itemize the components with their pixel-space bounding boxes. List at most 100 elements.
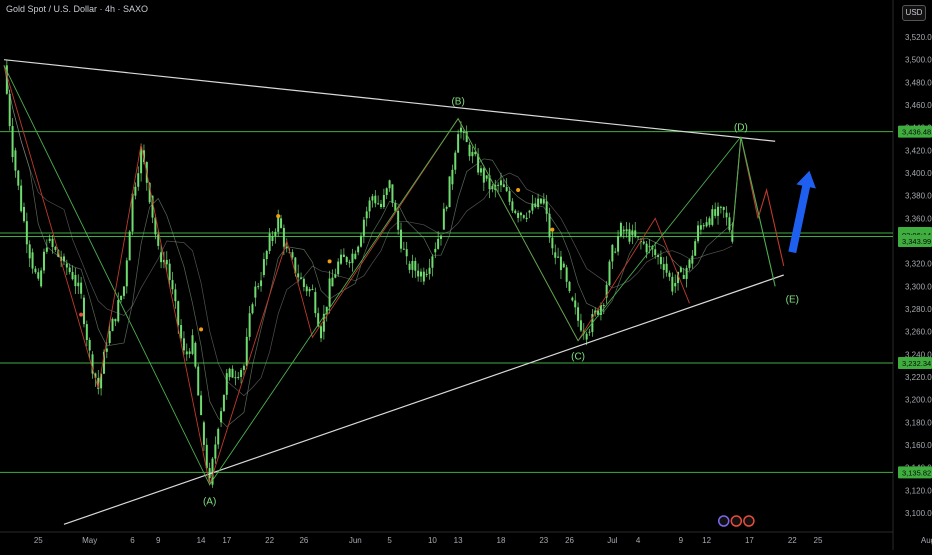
wave-label-0: (A): [203, 496, 216, 507]
candle-body: [374, 195, 377, 204]
candle-body: [305, 286, 308, 292]
candle-body: [302, 278, 305, 287]
candle-body: [17, 170, 20, 186]
candle-body: [482, 168, 485, 183]
event-icon-2: [743, 515, 755, 527]
candle-body: [485, 175, 488, 179]
candle-body: [342, 254, 345, 258]
currency-badge[interactable]: USD: [902, 5, 926, 21]
candle-body: [417, 270, 420, 277]
trendline-lower: [63, 274, 784, 525]
wave-line-red: [3, 65, 690, 487]
candle-body: [262, 259, 265, 275]
candle-body: [320, 326, 323, 339]
y-tick-label: 3,160.00: [905, 441, 932, 450]
price-tag-0: 3,436.48: [902, 128, 931, 137]
candle-body: [631, 230, 634, 236]
candle-body: [497, 184, 500, 186]
candle-body: [240, 370, 243, 377]
candle-body: [414, 261, 417, 271]
candle-body: [208, 468, 211, 479]
x-tick-label: Aug: [921, 536, 932, 545]
candle-body: [599, 304, 602, 315]
candle-body: [657, 255, 660, 257]
candle-body: [197, 366, 200, 396]
candle-body: [594, 310, 597, 314]
candle-body: [731, 230, 734, 242]
candle-body: [97, 377, 100, 390]
candle-body: [699, 225, 702, 230]
candle-body: [522, 215, 525, 218]
candle-body: [617, 235, 620, 252]
candle-body: [565, 267, 568, 282]
candle-body: [659, 256, 662, 265]
candle-body: [677, 271, 680, 284]
candle-body: [300, 277, 303, 279]
candle-body: [177, 301, 180, 326]
wave-line-green: [3, 65, 742, 486]
signal-dot-red: [79, 312, 84, 317]
y-tick-label: 3,500.00: [905, 56, 932, 65]
symbol-title: Gold Spot / U.S. Dollar · 4h · SAXO: [6, 4, 149, 14]
candle-body: [331, 277, 334, 287]
moving-average-fast: [3, 65, 733, 428]
candle-body: [711, 209, 714, 225]
candle-body: [265, 250, 268, 260]
candle-body: [557, 256, 560, 258]
candle-body: [154, 217, 157, 235]
candle-body: [237, 376, 240, 378]
candle-body: [457, 134, 460, 153]
signal-dot-0: [199, 327, 204, 332]
candle-body: [317, 313, 320, 327]
candle-body: [74, 275, 77, 287]
candle-body: [602, 304, 605, 306]
candle-body: [714, 209, 717, 216]
candle-body: [542, 199, 545, 204]
y-tick-label: 3,320.00: [905, 260, 932, 269]
candle-body: [294, 257, 297, 274]
x-tick-label: 26: [565, 536, 574, 545]
x-tick-label: 25: [814, 536, 823, 545]
candle-body: [28, 244, 31, 259]
candle-body: [397, 210, 400, 230]
event-icon-0: [717, 515, 730, 527]
candle-body: [308, 289, 311, 292]
candle-body: [722, 207, 725, 210]
candle-body: [111, 318, 114, 332]
candle-body: [228, 368, 231, 377]
x-tick-label: 18: [497, 536, 506, 545]
candle-body: [619, 222, 622, 236]
candle-body: [220, 411, 223, 423]
candle-body: [645, 243, 648, 253]
candle-body: [605, 284, 608, 298]
candle-body: [54, 246, 57, 250]
candle-body: [274, 231, 277, 237]
candle-body: [45, 247, 48, 252]
candle-body: [679, 267, 682, 272]
plot-background: [0, 0, 893, 550]
candle-body: [622, 229, 625, 232]
candle-body: [548, 213, 551, 238]
x-tick-label: 26: [299, 536, 308, 545]
candle-body: [62, 256, 65, 262]
candle-body: [454, 152, 457, 170]
y-tick-label: 3,300.00: [905, 282, 932, 291]
y-tick-label: 3,360.00: [905, 214, 932, 223]
candle-body: [351, 253, 354, 264]
candle-body: [105, 348, 108, 352]
y-tick-label: 3,240.00: [905, 350, 932, 359]
x-tick-label: 10: [428, 536, 437, 545]
candle-body: [25, 221, 28, 245]
candle-body: [148, 182, 151, 203]
candle-body: [445, 207, 448, 209]
signal-dot-2: [327, 259, 332, 264]
candle-body: [674, 283, 677, 287]
y-tick-label: 3,420.00: [905, 146, 932, 155]
candle-body: [571, 297, 574, 301]
y-tick-label: 3,480.00: [905, 78, 932, 87]
candle-body: [48, 238, 51, 241]
candle-body: [225, 373, 228, 395]
candle-body: [479, 168, 482, 173]
